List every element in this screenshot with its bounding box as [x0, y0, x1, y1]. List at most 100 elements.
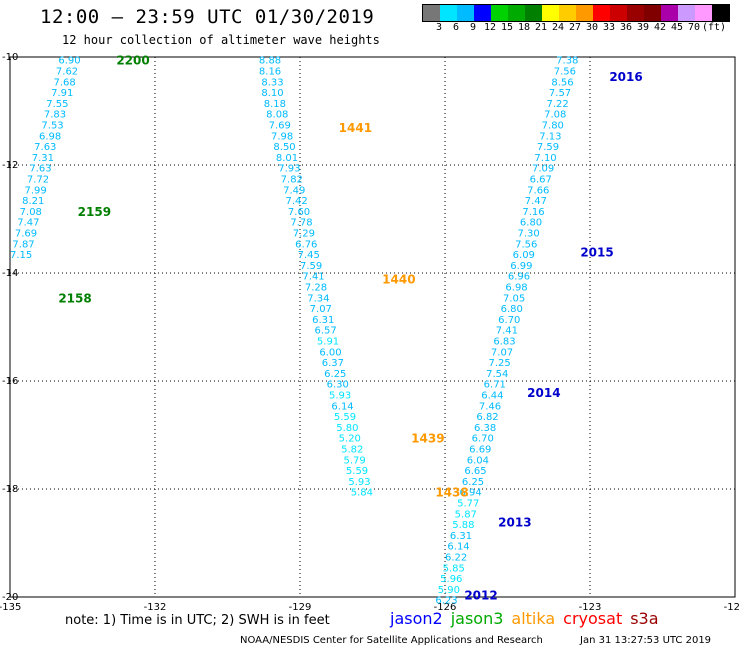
wave-height-value: 6.70 — [472, 434, 494, 445]
wave-height-value: 8.08 — [266, 110, 288, 121]
color-swatch — [695, 5, 712, 21]
wave-height-value: 7.91 — [51, 88, 73, 99]
wave-height-value: 8.10 — [261, 88, 283, 99]
pass-time-label: 2012 — [464, 588, 497, 602]
wave-height-value: 7.98 — [271, 131, 293, 142]
pass-time-label: 2159 — [78, 205, 111, 219]
wave-height-value: 7.60 — [288, 207, 310, 218]
color-scale-label: 9 — [469, 22, 477, 33]
color-swatch — [474, 5, 491, 21]
wave-height-value: 8.16 — [259, 67, 281, 78]
wave-height-value: 7.34 — [307, 293, 329, 304]
wave-height-value: 6.14 — [331, 401, 353, 412]
wave-height-value: 6.80 — [501, 304, 523, 315]
wave-height-value: 7.47 — [525, 196, 547, 207]
color-scale-bar — [422, 4, 730, 22]
wave-height-value: 5.80 — [336, 423, 358, 434]
wave-height-value: 7.56 — [554, 67, 576, 78]
wave-height-value: 6.44 — [481, 391, 503, 402]
wave-height-value: 7.08 — [20, 207, 42, 218]
wave-height-value: 6.04 — [467, 455, 489, 466]
x-tick-label: -120 — [724, 602, 740, 613]
color-scale-label: 33 — [602, 22, 616, 33]
color-swatch — [423, 5, 440, 21]
pass-time-label: 2013 — [498, 515, 531, 529]
wave-height-value: 6.25 — [324, 369, 346, 380]
satellite-legend-item: s3a — [630, 609, 659, 628]
wave-height-value: 7.80 — [542, 121, 564, 132]
wave-height-value: 5.59 — [334, 412, 356, 423]
wave-height-value: 7.13 — [539, 131, 561, 142]
wave-height-value: 6.80 — [520, 218, 542, 229]
y-tick-label: -12 — [2, 160, 18, 171]
color-swatch — [712, 5, 729, 21]
wave-height-value: 7.93 — [278, 164, 300, 175]
color-scale-label: 27 — [568, 22, 582, 33]
wave-height-value: 6.00 — [319, 347, 341, 358]
wave-height-value: 7.53 — [41, 121, 63, 132]
wave-height-value: 7.09 — [532, 164, 554, 175]
x-tick-label: -126 — [434, 602, 457, 613]
wave-height-value: 7.59 — [537, 142, 559, 153]
wave-height-value: 6.65 — [464, 466, 486, 477]
wave-height-value: 6.57 — [315, 326, 337, 337]
wave-height-value: 6.31 — [312, 315, 334, 326]
color-scale-label: 70 — [687, 22, 701, 33]
color-swatch — [542, 5, 559, 21]
color-swatch — [525, 5, 542, 21]
pass-time-label: 1438 — [435, 486, 468, 500]
wave-height-value: 7.69 — [15, 229, 37, 240]
wave-height-value: 6.71 — [484, 380, 506, 391]
satellite-legend-item: altika — [511, 609, 556, 628]
wave-height-value: 7.41 — [496, 326, 518, 337]
wave-height-value: 7.38 — [556, 56, 578, 67]
wave-height-value: 7.15 — [10, 250, 32, 261]
color-scale-label: 15 — [500, 22, 514, 33]
wave-height-value: 7.25 — [489, 358, 511, 369]
wave-height-value: 5.93 — [329, 391, 351, 402]
wave-height-value: 7.56 — [515, 239, 537, 250]
wave-height-value: 6.69 — [469, 445, 491, 456]
wave-height-value: 7.82 — [281, 175, 303, 186]
wave-height-value: 7.62 — [56, 67, 78, 78]
color-swatch — [491, 5, 508, 21]
satellite-legend-item: jason3 — [450, 609, 504, 628]
color-swatch — [678, 5, 695, 21]
wave-height-value: 7.66 — [527, 185, 549, 196]
wave-height-value: 7.55 — [46, 99, 68, 110]
pass-time-label: 2016 — [609, 70, 642, 84]
page-title: 12:00 – 23:59 UTC 01/30/2019 — [40, 6, 375, 28]
y-tick-label: -16 — [2, 376, 18, 387]
wave-height-value: 6.98 — [39, 131, 61, 142]
wave-height-value: 7.30 — [518, 229, 540, 240]
wave-height-value: 5.85 — [443, 563, 465, 574]
wave-height-value: 7.41 — [302, 272, 324, 283]
wave-height-value: 5.84 — [351, 488, 373, 499]
wave-height-value: 8.50 — [273, 142, 295, 153]
wave-height-value: 7.83 — [44, 110, 66, 121]
wave-height-value: 5.59 — [346, 466, 368, 477]
wave-height-value: 7.87 — [12, 239, 34, 250]
footer-timestamp: Jan 31 13:27:53 UTC 2019 — [580, 635, 712, 646]
wave-height-value: 8.33 — [261, 77, 283, 88]
color-swatch — [440, 5, 457, 21]
wave-height-value: 6.96 — [508, 272, 530, 283]
wave-height-value: 5.77 — [457, 499, 479, 510]
wave-height-value: 7.07 — [491, 347, 513, 358]
wave-height-value: 6.23 — [435, 596, 457, 607]
y-tick-label: -20 — [2, 592, 18, 603]
wave-height-value: 5.90 — [438, 585, 460, 596]
color-scale-label: 21 — [534, 22, 548, 33]
satellite-legend-item: jason2 — [390, 609, 443, 628]
wave-height-value: 6.22 — [445, 553, 467, 564]
wave-height-value: 7.05 — [503, 293, 525, 304]
wave-height-value: 5.20 — [339, 434, 361, 445]
color-scale-label: 42 — [653, 22, 667, 33]
color-scale-label: 24 — [551, 22, 565, 33]
color-swatch — [644, 5, 661, 21]
pass-time-label: 2158 — [58, 291, 91, 305]
wave-height-value: 7.54 — [486, 369, 508, 380]
wave-height-value: 6.25 — [462, 477, 484, 488]
pass-time-label: 1440 — [382, 272, 415, 286]
